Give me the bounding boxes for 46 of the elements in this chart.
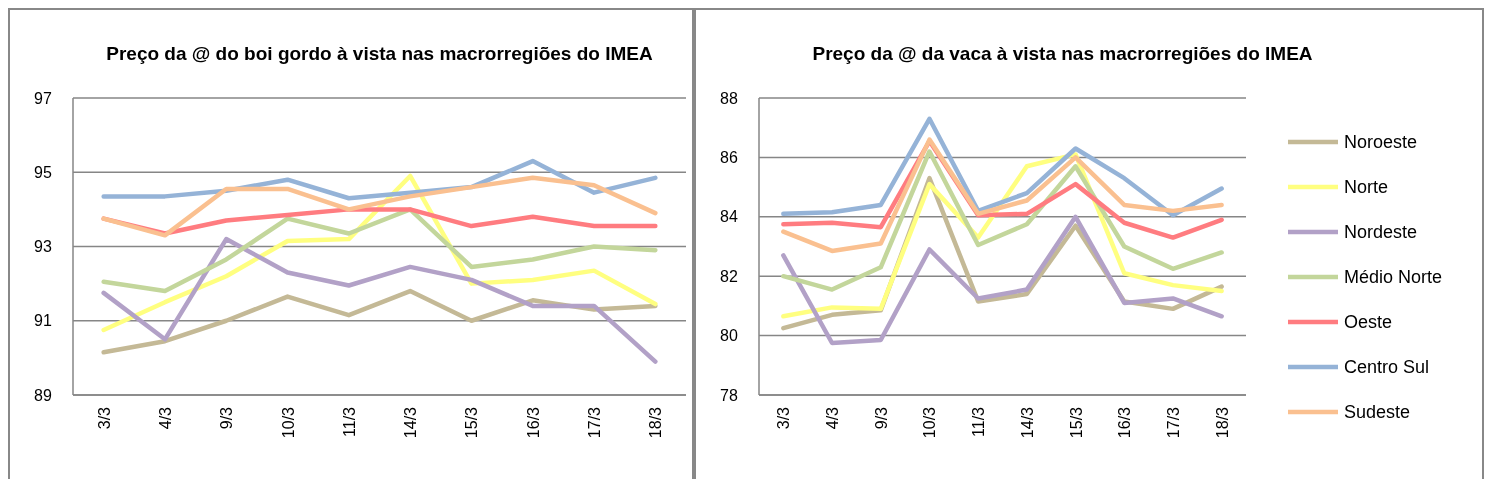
y-tick-label: 78 [720, 386, 738, 404]
legend-label: Nordeste [1344, 222, 1418, 243]
line-series [101, 175, 658, 238]
x-tick-label: 3/3 [775, 406, 793, 430]
x-tick-label: 4/3 [824, 406, 842, 430]
x-tick-label: 11/3 [970, 406, 988, 437]
x-tick-label: 14/3 [1018, 406, 1036, 439]
legend-label: Médio Norte [1344, 267, 1443, 288]
x-tick-label: 16/3 [1116, 406, 1134, 439]
legend-label: Noroeste [1344, 132, 1418, 153]
chart-title: Preço da @ do boi gordo à vista nas macrorregiões do IMEA [106, 43, 653, 64]
y-tick-label: 95 [34, 163, 52, 181]
legend-label: Centro Sul [1344, 357, 1430, 378]
x-tick-label: 17/3 [1164, 406, 1182, 439]
line-series [101, 236, 658, 364]
y-tick-label: 93 [34, 238, 52, 256]
x-tick-label: 18/3 [647, 406, 665, 439]
x-tick-label: 17/3 [586, 406, 604, 439]
x-tick-label: 9/3 [218, 406, 236, 430]
x-tick-label: 4/3 [156, 406, 174, 430]
x-tick-label: 16/3 [524, 406, 542, 439]
x-tick-label: 10/3 [921, 406, 939, 439]
x-tick-label: 18/3 [1213, 406, 1231, 439]
legend-label: Norte [1344, 177, 1389, 198]
legend-label: Oeste [1344, 312, 1393, 333]
y-tick-label: 84 [720, 208, 738, 226]
y-tick-label: 89 [34, 386, 52, 404]
y-tick-label: 97 [34, 89, 52, 107]
x-tick-label: 14/3 [402, 406, 420, 439]
x-tick-label: 15/3 [1067, 406, 1085, 439]
x-tick-label: 9/3 [872, 406, 890, 430]
x-tick-label: 3/3 [95, 406, 113, 430]
x-tick-label: 11/3 [340, 406, 358, 437]
line-series [101, 288, 658, 355]
y-tick-label: 80 [720, 327, 738, 345]
y-tick-label: 86 [720, 149, 738, 166]
chart-title: Preço da @ da vaca à vista nas macrorregiões do IMEA [812, 43, 1313, 64]
legend-label: Sudeste [1344, 402, 1411, 423]
x-tick-label: 10/3 [279, 406, 297, 439]
y-tick-label: 82 [720, 267, 738, 285]
y-tick-label: 88 [720, 89, 738, 107]
y-tick-label: 91 [34, 312, 52, 330]
line-series [781, 214, 1224, 346]
x-tick-label: 15/3 [463, 406, 481, 439]
line-series [781, 116, 1224, 218]
line-series [781, 149, 1224, 292]
